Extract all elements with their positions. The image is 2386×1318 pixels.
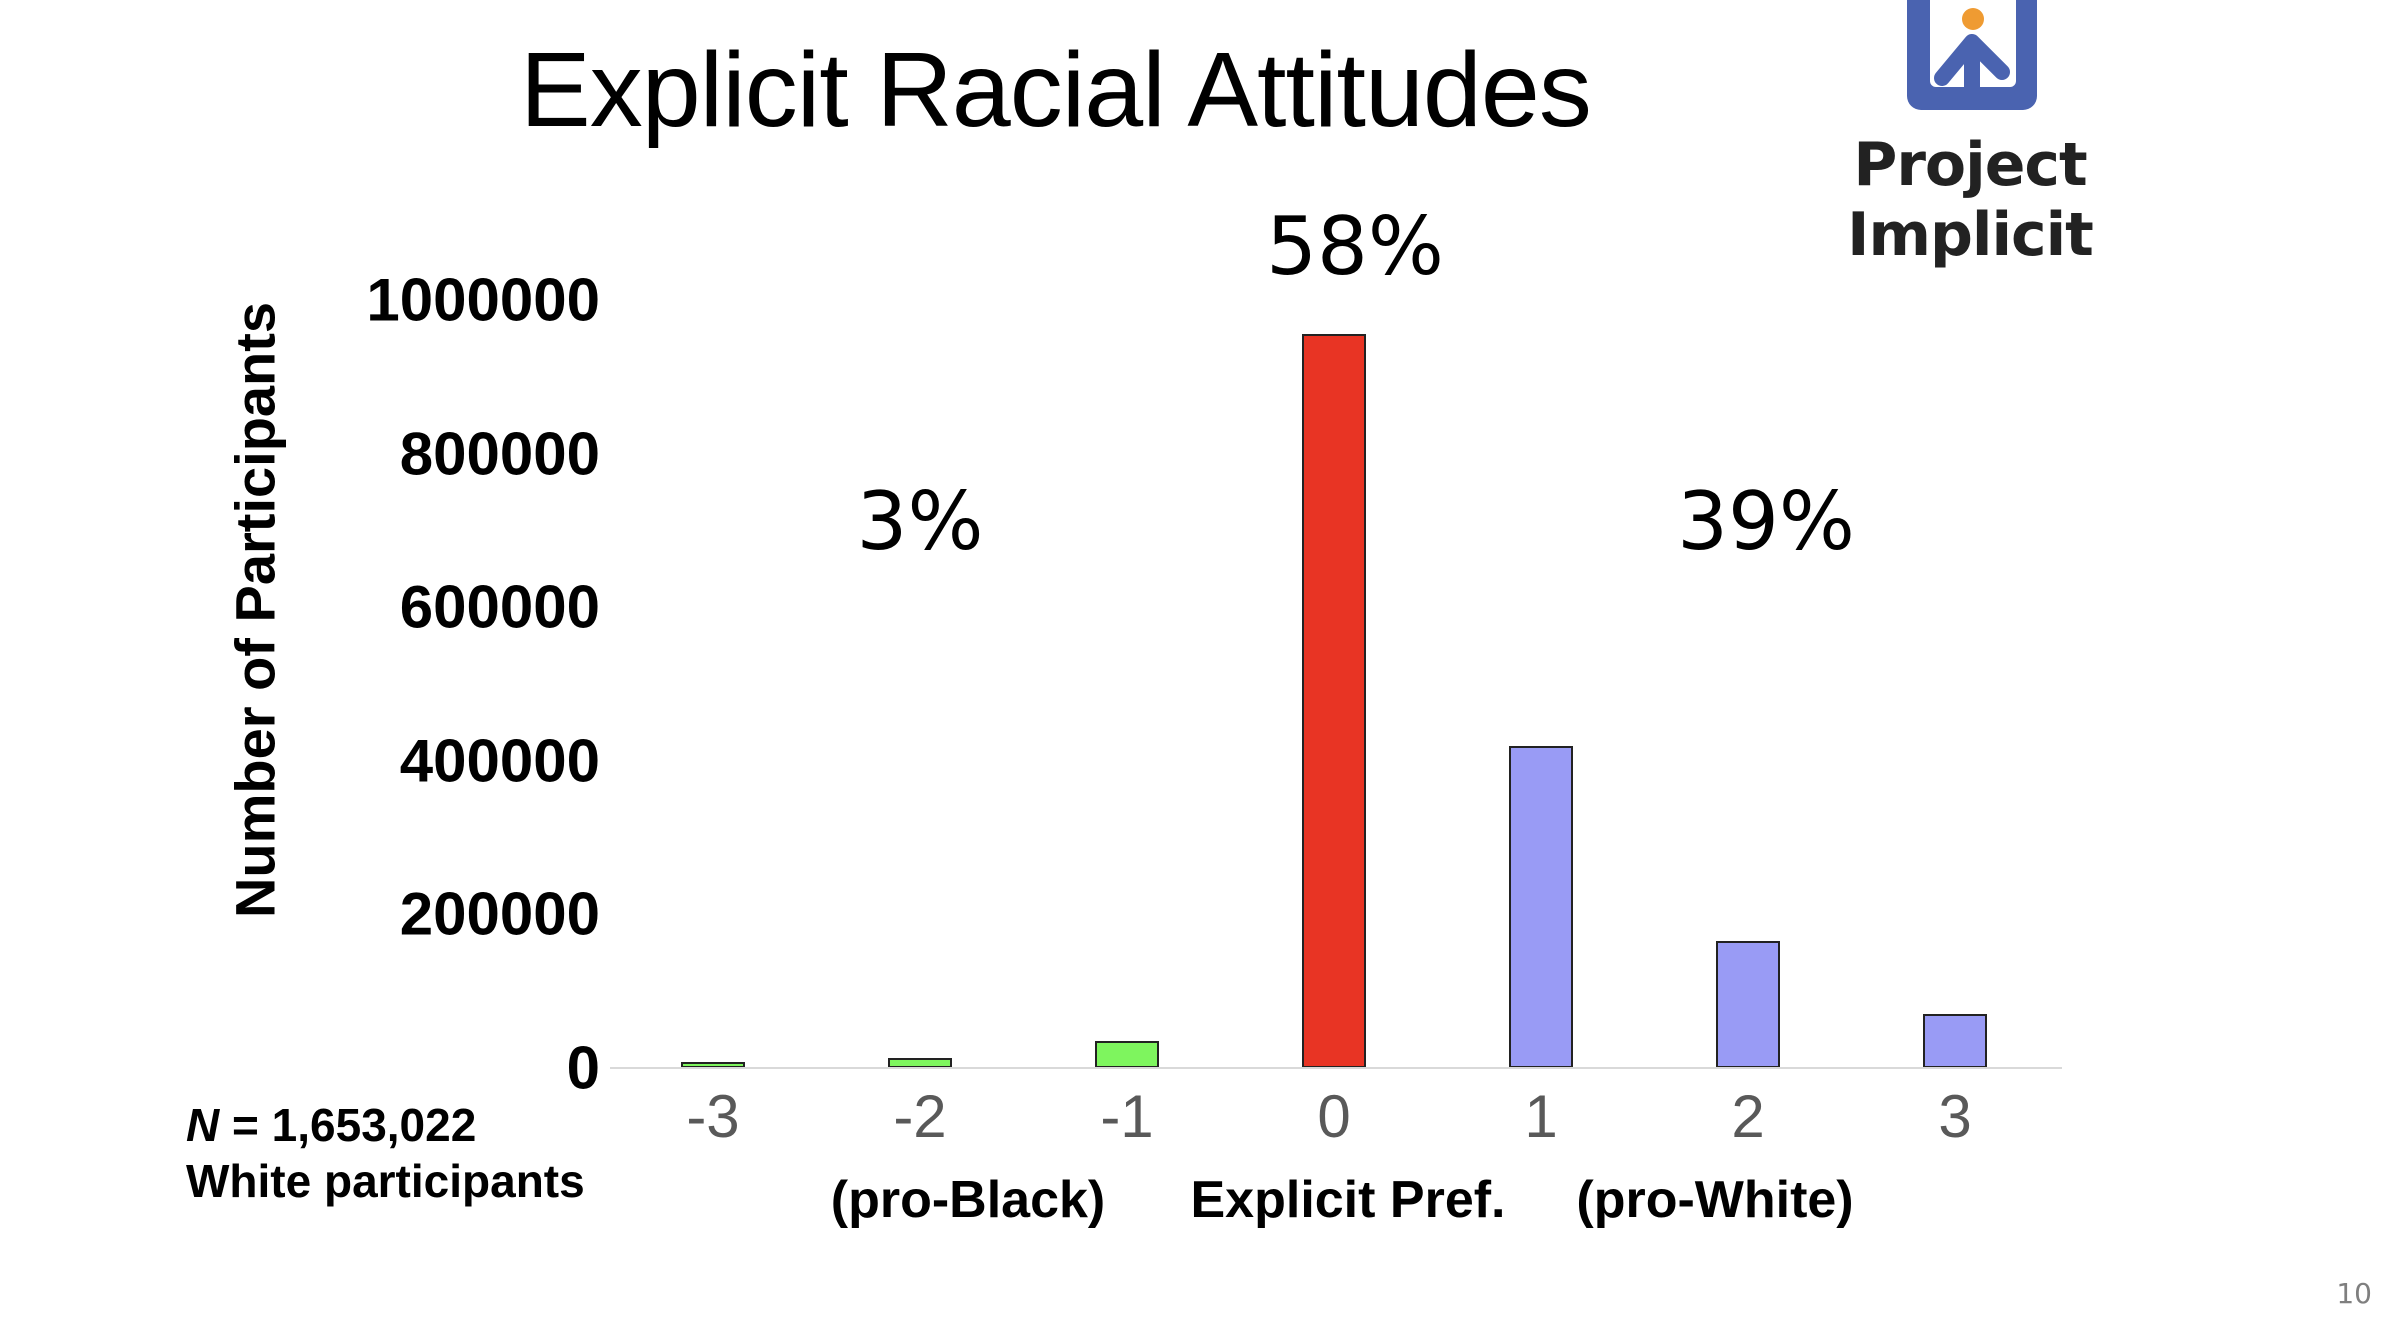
- n-symbol: N: [186, 1099, 220, 1151]
- y-tick-1000000: 1000000: [366, 266, 600, 334]
- y-tick-600000: 600000: [399, 573, 600, 641]
- arrow-up-icon: [1934, 34, 2010, 110]
- neutral-percentage: 58%: [1266, 200, 1444, 293]
- y-tick-400000: 400000: [399, 727, 600, 795]
- x-tick-minus-3: -3: [686, 1083, 740, 1150]
- bar-0: [1302, 334, 1366, 1068]
- slide-title: Explicit Racial Attitudes: [520, 31, 1592, 149]
- sample-description: White participants: [186, 1155, 585, 1207]
- page-number: 10: [2336, 1277, 2372, 1310]
- bar-3: [1923, 1014, 1987, 1068]
- pro-black-percentage: 3%: [856, 475, 984, 568]
- project-implicit-logo: Project Implicit: [1745, 0, 2195, 270]
- sample-size-note: N = 1,653,022 White participants: [186, 1097, 585, 1209]
- x-axis-title: Explicit Pref.: [1190, 1171, 1506, 1229]
- x-tick-3: 3: [1938, 1083, 1972, 1150]
- x-label-pro-white: (pro-White): [1576, 1171, 1854, 1229]
- x-tick-2: 2: [1731, 1083, 1765, 1150]
- x-tick-1: 1: [1524, 1083, 1558, 1150]
- x-tick-0: 0: [1317, 1083, 1351, 1150]
- x-axis-line: [610, 1067, 2062, 1069]
- bar-2: [1716, 941, 1780, 1068]
- y-tick-0: 0: [566, 1034, 600, 1102]
- y-tick-200000: 200000: [399, 880, 600, 948]
- n-value: = 1,653,022: [219, 1099, 477, 1151]
- bar-1: [1509, 746, 1573, 1068]
- x-label-pro-black: (pro-Black): [830, 1171, 1106, 1229]
- logo-text: Project Implicit: [1847, 130, 2094, 270]
- logo-dot: [1962, 8, 1984, 30]
- y-tick-800000: 800000: [399, 420, 600, 488]
- bar-minus-1: [1095, 1041, 1159, 1068]
- x-tick-minus-1: -1: [1100, 1083, 1154, 1150]
- pro-white-percentage: 39%: [1677, 475, 1855, 568]
- x-tick-minus-2: -2: [893, 1083, 947, 1150]
